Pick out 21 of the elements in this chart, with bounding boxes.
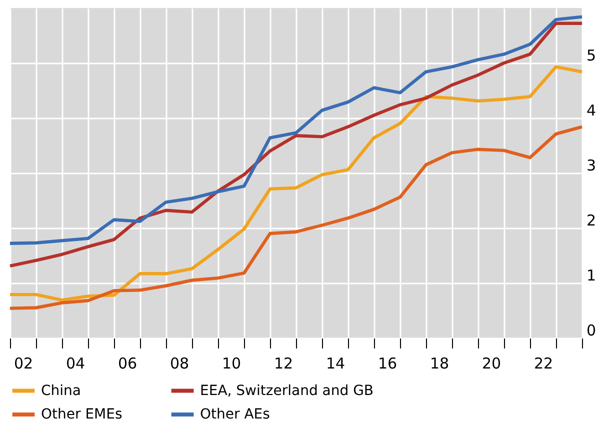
y-tick-label: 2 xyxy=(586,212,596,230)
legend-label: Other AEs xyxy=(200,406,270,422)
x-tick-label: 04 xyxy=(66,354,86,372)
x-tick-label: 06 xyxy=(118,354,138,372)
x-tick-label: 20 xyxy=(482,354,502,372)
x-tick-label: 08 xyxy=(170,354,190,372)
legend-label: Other EMEs xyxy=(41,406,122,422)
y-tick-label: 4 xyxy=(586,102,596,120)
x-tick-label: 18 xyxy=(430,354,450,372)
x-tick-label: 14 xyxy=(326,354,346,372)
y-tick-label: 3 xyxy=(586,156,596,174)
y-tick-label: 5 xyxy=(586,46,596,64)
x-tick-label: 16 xyxy=(378,354,398,372)
y-tick-label: 1 xyxy=(586,266,596,284)
x-tick-label: 02 xyxy=(14,354,34,372)
x-tick-label: 22 xyxy=(534,354,554,372)
x-tick-label: 12 xyxy=(274,354,294,372)
legend-label: EEA, Switzerland and GB xyxy=(200,382,374,399)
x-tick-label: 10 xyxy=(222,354,242,372)
y-tick-label: 0 xyxy=(586,322,596,340)
legend-label: China xyxy=(41,382,81,399)
